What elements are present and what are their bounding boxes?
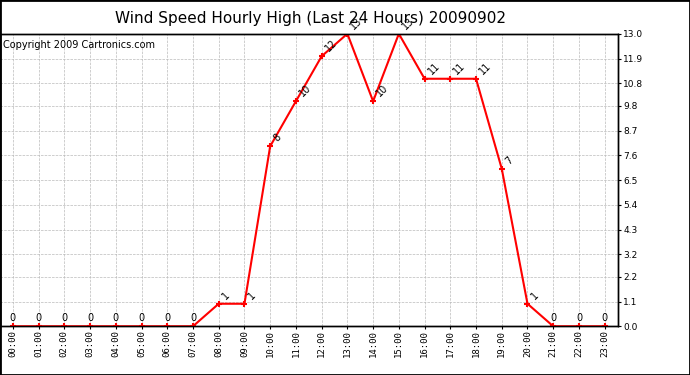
Text: 12: 12 [323,38,339,54]
Text: 0: 0 [164,314,170,324]
Text: 0: 0 [35,314,41,324]
Text: 7: 7 [503,154,515,166]
Text: 1: 1 [220,290,232,301]
Text: 0: 0 [61,314,68,324]
Text: 10: 10 [297,83,313,99]
Text: Copyright 2009 Cartronics.com: Copyright 2009 Cartronics.com [3,40,155,50]
Text: 11: 11 [452,60,467,76]
Text: 0: 0 [602,314,608,324]
Text: 0: 0 [112,314,119,324]
Text: 0: 0 [139,314,145,324]
Text: 1: 1 [529,290,540,301]
Text: 8: 8 [272,132,283,144]
Text: 0: 0 [550,314,556,324]
Text: 0: 0 [190,314,196,324]
Text: 11: 11 [426,60,442,76]
Text: 1: 1 [246,290,257,301]
Text: 0: 0 [87,314,93,324]
Text: 0: 0 [576,314,582,324]
Text: 13: 13 [348,15,364,31]
Text: 13: 13 [400,15,416,31]
Text: 10: 10 [375,83,391,99]
Text: 11: 11 [477,60,493,76]
Text: 0: 0 [10,314,16,324]
Text: Wind Speed Hourly High (Last 24 Hours) 20090902: Wind Speed Hourly High (Last 24 Hours) 2… [115,11,506,26]
